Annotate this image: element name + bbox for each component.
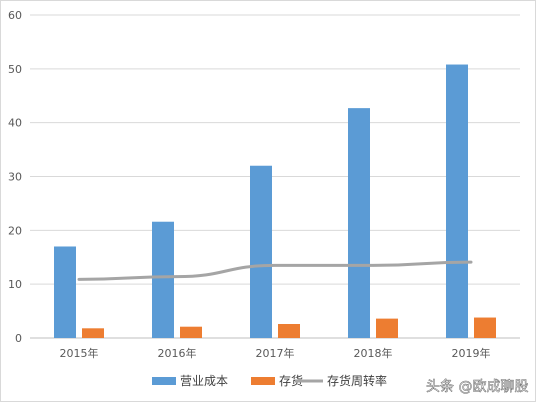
bar-inventory-4	[474, 317, 496, 338]
bar-inventory-1	[180, 326, 202, 338]
bar-inventory-2	[278, 324, 300, 338]
x-tick-label: 2018年	[354, 346, 393, 360]
legend-label: 营业成本	[180, 374, 228, 388]
x-tick-label: 2016年	[158, 346, 197, 360]
watermark-text: 头条 @欧成聊股	[426, 378, 528, 395]
y-tick-label: 40	[8, 117, 22, 130]
legend-item-cost: 营业成本	[152, 374, 228, 388]
x-tick-label: 2019年	[452, 346, 491, 360]
legend-item-turnover: 存货周转率	[295, 373, 387, 388]
bar-cost-4	[446, 64, 468, 338]
bar-cost-3	[348, 108, 370, 338]
y-axis-ticks: 0 10 20 30 40 50 60	[8, 9, 22, 345]
bar-cost-1	[152, 221, 174, 338]
bar-cost-0	[54, 246, 76, 338]
legend: 营业成本 存货 存货周转率	[152, 373, 387, 388]
bar-series	[54, 64, 496, 338]
y-tick-label: 20	[8, 224, 22, 237]
legend-swatch	[251, 377, 275, 385]
legend-label: 存货	[279, 373, 303, 388]
y-tick-label: 30	[8, 171, 22, 184]
y-tick-label: 50	[8, 63, 22, 76]
x-tick-label: 2017年	[256, 346, 295, 360]
x-tick-label: 2015年	[60, 346, 99, 360]
legend-swatch	[152, 377, 176, 385]
y-tick-label: 0	[15, 332, 22, 345]
line-series	[77, 260, 473, 281]
y-tick-label: 10	[8, 278, 22, 291]
bar-inventory-0	[82, 328, 104, 338]
legend-label: 存货周转率	[327, 373, 387, 388]
legend-item-inventory: 存货	[251, 373, 303, 388]
grid-lines	[30, 14, 520, 339]
y-tick-label: 60	[8, 9, 22, 22]
x-axis-ticks: 2015年 2016年 2017年 2018年 2019年	[60, 346, 491, 360]
bar-inventory-3	[376, 318, 398, 338]
line-turnover-rate	[77, 260, 473, 281]
bar-cost-2	[250, 165, 272, 338]
